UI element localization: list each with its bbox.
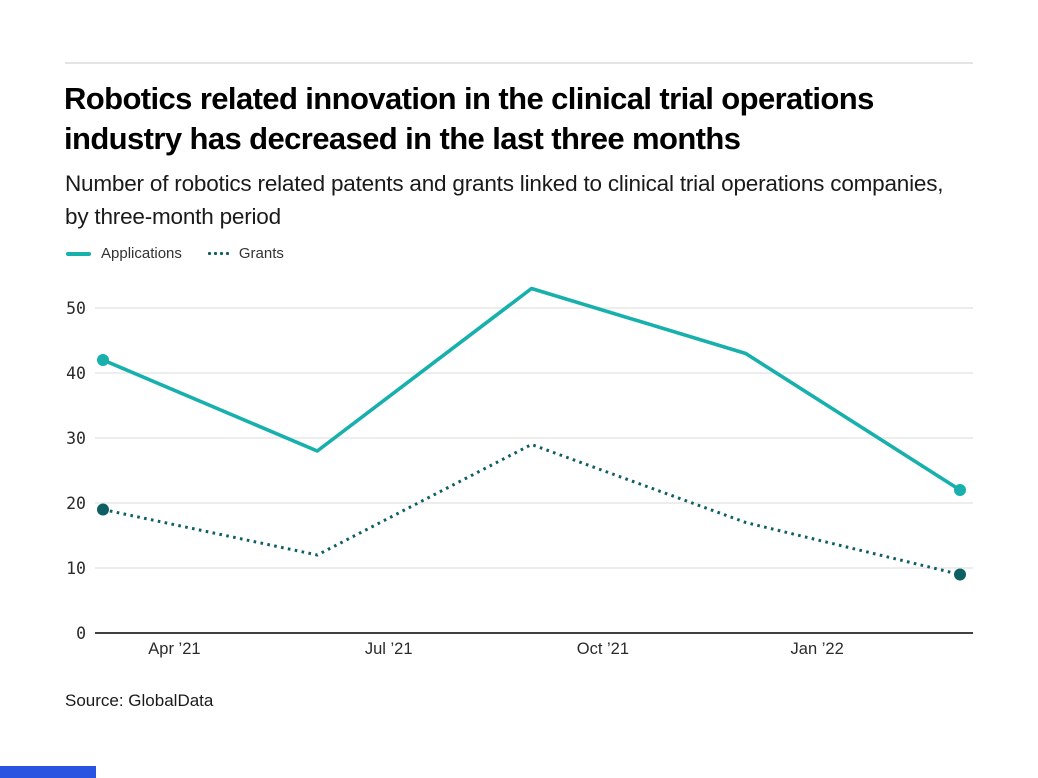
x-tick-label: Jan ’22 xyxy=(791,640,844,658)
applications-endpoint-marker xyxy=(954,484,966,496)
y-tick-label: 0 xyxy=(76,624,86,643)
legend-label-applications: Applications xyxy=(101,245,182,262)
legend-item-grants: Grants xyxy=(207,245,284,262)
grants-line xyxy=(102,443,961,576)
page-title: Robotics related innovation in the clini… xyxy=(64,81,874,156)
brand-progress-bar xyxy=(0,766,96,778)
y-tick-label: 50 xyxy=(66,299,86,318)
y-tick-label: 30 xyxy=(66,429,86,448)
x-tick-label: Oct ’21 xyxy=(577,640,629,658)
x-tick-label: Apr ’21 xyxy=(148,640,200,658)
legend-item-applications: Applications xyxy=(66,245,182,262)
page-subtitle: Number of robotics related patents and g… xyxy=(65,171,944,229)
grants-endpoint-marker xyxy=(954,568,966,581)
source-attribution: Source: GlobalData xyxy=(65,691,214,710)
applications-line-swatch-icon xyxy=(66,251,91,256)
applications-line xyxy=(101,286,962,492)
legend: Applications Grants xyxy=(66,245,284,262)
grants-dotted-swatch-icon xyxy=(207,252,229,255)
y-tick-label: 20 xyxy=(66,494,86,513)
grants-endpoint-marker xyxy=(97,503,109,516)
y-tick-label: 40 xyxy=(66,364,86,383)
line-chart: 0 10 20 30 40 50 Apr ’21 Jul ’21 Oct ’21 Jan ’22 xyxy=(66,286,973,658)
x-tick-label: Jul ’21 xyxy=(365,640,413,658)
y-tick-label: 10 xyxy=(66,559,86,578)
top-divider xyxy=(65,62,973,64)
legend-label-grants: Grants xyxy=(238,245,284,262)
applications-endpoint-marker xyxy=(97,354,109,366)
